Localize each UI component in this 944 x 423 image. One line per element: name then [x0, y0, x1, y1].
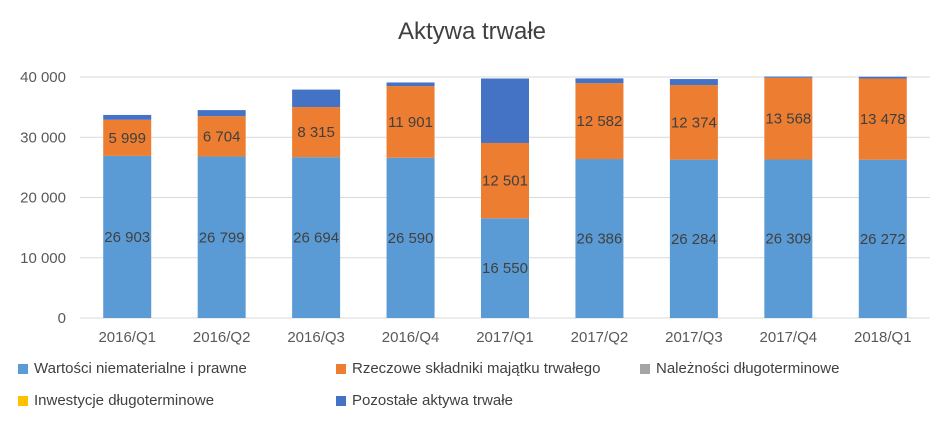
- data-label: 26 590: [388, 230, 434, 247]
- data-label: 12 501: [482, 173, 528, 190]
- data-label: 11 901: [388, 114, 433, 131]
- y-tick-label: 0: [58, 310, 66, 327]
- data-label: 26 903: [104, 229, 150, 246]
- bar-segment: [292, 107, 341, 158]
- bar-segment: [481, 78, 529, 143]
- legend-label: Należności długoterminowe: [656, 360, 840, 377]
- data-label: 26 284: [671, 231, 717, 248]
- legend-item: Pozostałe aktywa trwałe: [336, 392, 513, 409]
- data-label: 13 478: [860, 111, 906, 128]
- bar-segment: [575, 159, 624, 318]
- legend-label: Rzeczowe składniki majątku trwałego: [352, 360, 601, 377]
- bar-segment: [858, 76, 907, 79]
- data-label: 26 272: [860, 231, 906, 248]
- bar-segment: [103, 114, 152, 120]
- data-label: 12 582: [576, 113, 622, 130]
- x-tick-label: 2017/Q3: [665, 329, 723, 346]
- bar-segment: [481, 218, 529, 318]
- x-tick-label: 2017/Q1: [476, 329, 534, 346]
- y-tick-label: 40 000: [20, 69, 66, 86]
- bar-segment: [386, 82, 435, 87]
- y-tick-label: 30 000: [20, 129, 66, 146]
- legend-swatch: [640, 363, 650, 374]
- x-tick-label: 2017/Q4: [760, 329, 818, 346]
- bar-segment: [103, 119, 152, 156]
- bar-segment: [575, 78, 624, 84]
- legend-swatch: [18, 395, 28, 406]
- data-label: 12 374: [671, 114, 717, 131]
- bar-segment: [858, 78, 907, 160]
- bar-segment: [481, 142, 529, 219]
- data-label: 26 386: [576, 231, 622, 248]
- legend-label: Inwestycje długoterminowe: [34, 392, 215, 409]
- bar-segment: [764, 76, 813, 78]
- data-label: 5 999: [108, 130, 146, 147]
- data-label: 6 704: [203, 128, 241, 145]
- legend-label: Pozostałe aktywa trwałe: [352, 392, 513, 409]
- bar-segment: [103, 155, 152, 318]
- y-tick-label: 20 000: [20, 190, 66, 207]
- legend-item: Należności długoterminowe: [640, 360, 839, 377]
- bar-segment: [669, 85, 718, 160]
- legend-item: Wartości niematerialne i prawne: [18, 360, 247, 377]
- bar-segment: [669, 79, 718, 86]
- bar-segment: [197, 156, 246, 318]
- data-label: 26 309: [765, 231, 811, 248]
- x-tick-label: 2017/Q2: [571, 329, 629, 346]
- bar-segment: [386, 157, 435, 318]
- x-tick-label: 2016/Q1: [98, 329, 156, 346]
- legend-label: Wartości niematerialne i prawne: [34, 360, 247, 377]
- bar-segment: [386, 86, 435, 158]
- legend-swatch: [336, 395, 346, 406]
- bar-segment: [292, 89, 341, 108]
- data-label: 13 568: [765, 111, 811, 128]
- x-tick-label: 2016/Q2: [193, 329, 251, 346]
- bar-segment: [764, 77, 813, 160]
- bar-segment: [197, 110, 246, 117]
- bar-segment: [858, 159, 907, 318]
- legend-item: Rzeczowe składniki majątku trwałego: [336, 360, 600, 377]
- bar-segment: [197, 116, 246, 157]
- x-tick-label: 2016/Q4: [382, 329, 440, 346]
- x-tick-label: 2016/Q3: [287, 329, 345, 346]
- chart-title: Aktywa trwałe: [397, 18, 547, 45]
- legend-swatch: [18, 363, 28, 374]
- bar-segment: [292, 157, 341, 318]
- bar-segment: [669, 159, 718, 318]
- data-label: 8 315: [297, 124, 335, 141]
- bar-segment: [575, 83, 624, 160]
- data-label: 16 550: [482, 260, 528, 277]
- legend-swatch: [336, 363, 346, 374]
- plot-area: 0 10 000 20 000 30 000 40 000 26 903 5 999 2016…: [20, 69, 930, 346]
- legend-item: Inwestycje długoterminowe: [18, 392, 214, 409]
- y-tick-label: 10 000: [20, 250, 66, 267]
- data-label: 26 799: [199, 229, 245, 246]
- x-tick-label: 2018/Q1: [854, 329, 912, 346]
- bar-segment: [764, 159, 813, 318]
- data-label: 26 694: [293, 230, 339, 247]
